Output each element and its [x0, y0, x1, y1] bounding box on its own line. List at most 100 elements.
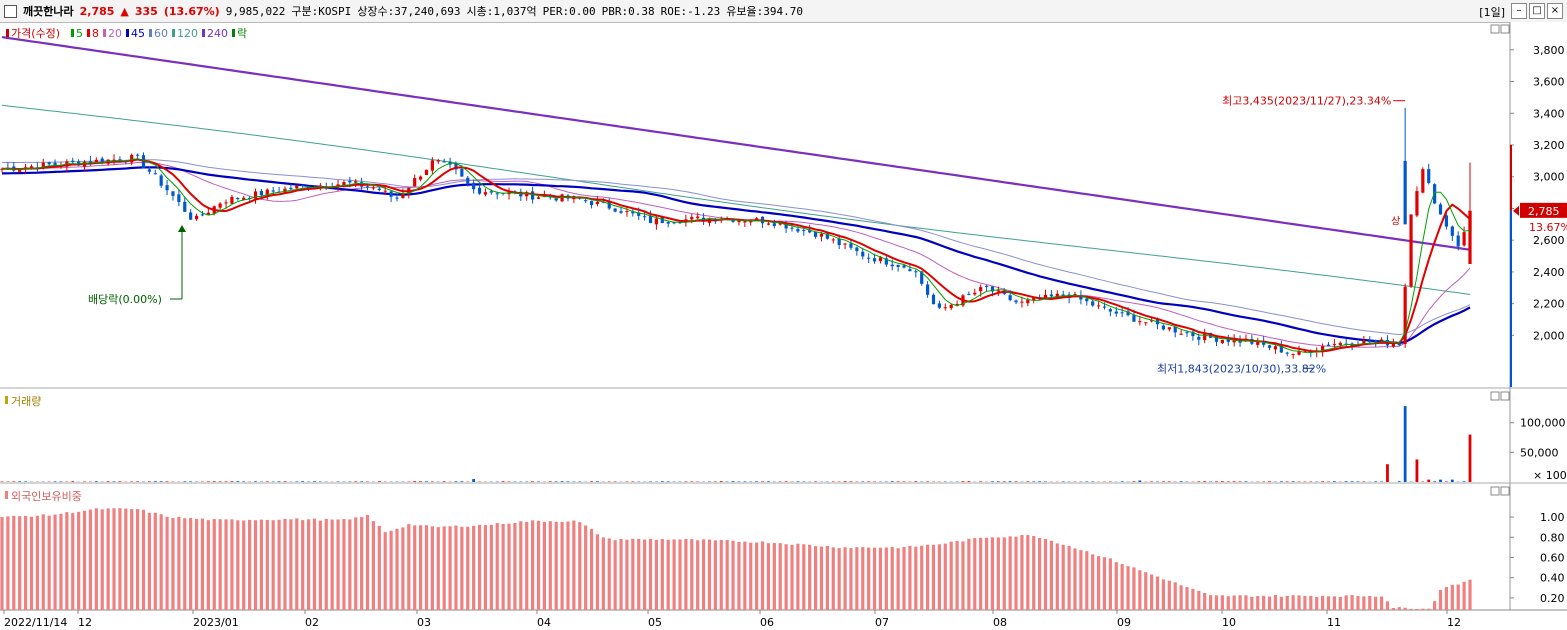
candle-body [1362, 340, 1366, 345]
candle-body [377, 188, 381, 191]
close-icon[interactable]: × [1547, 3, 1563, 19]
x-tick-label-11: 10 [1222, 616, 1236, 629]
volume-bar [1350, 481, 1354, 482]
volume-bar [861, 481, 865, 482]
minimize-icon[interactable]: – [1511, 3, 1527, 19]
foreign-ratio-bar [248, 519, 252, 610]
volume-bar [159, 481, 163, 482]
candle-body [159, 175, 163, 186]
foreign-ratio-bar [566, 521, 570, 610]
foreign-ratio-bar [466, 526, 470, 610]
volume-bar [1374, 481, 1378, 482]
foreign-ratio-bar [937, 544, 941, 610]
candle-body [784, 223, 788, 229]
candle-body [1043, 294, 1048, 299]
limit-up-mark: 상 [1391, 215, 1400, 227]
foreign-ratio-bar [1067, 545, 1071, 610]
maximize-icon[interactable]: □ [1529, 3, 1545, 19]
candle-body [1179, 333, 1183, 335]
foreign-ratio-bar [931, 544, 936, 610]
candle-body [1026, 299, 1030, 304]
candle-body [914, 271, 918, 273]
foreign-ratio-bar [990, 537, 995, 610]
volume-bar [147, 481, 151, 482]
candle-body [1191, 331, 1195, 337]
foreign-ratio-bar [536, 520, 541, 610]
candle-body [802, 230, 806, 232]
foreign-ratio-bar [348, 519, 352, 610]
x-tick-label-2: 2023/01 [193, 616, 239, 629]
foreign-ratio-bar [1008, 536, 1012, 610]
foreign-ratio-bar [701, 539, 706, 610]
foreign-ratio-bar [908, 545, 912, 610]
foreign-ratio-bar [94, 508, 98, 610]
y-tick-label-7: 2,400 [1533, 266, 1565, 279]
candle-body [766, 223, 771, 225]
foreign-ratio-bar [88, 509, 93, 610]
candle-body [200, 214, 205, 216]
foreign-ratio-bar [961, 541, 965, 610]
foreign-ratio-bar [59, 513, 63, 610]
select-checkbox[interactable] [4, 4, 17, 18]
foreign-ratio-bar [77, 511, 81, 610]
candle-body [1291, 353, 1295, 355]
volume-bar [1061, 481, 1065, 482]
candle-body [973, 292, 977, 295]
candle-body [837, 238, 841, 246]
legend-swatch-1 [71, 29, 74, 37]
candle-body [920, 271, 924, 284]
volume-bar [1167, 481, 1171, 482]
foreign-ratio-bar [218, 519, 222, 610]
foreign-ratio-bar [584, 525, 588, 610]
volume-bar [277, 481, 281, 482]
volume-bar [454, 481, 458, 482]
roe-value: ROE:-1.23 [660, 4, 721, 18]
foreign-ratio-bar [1026, 535, 1030, 610]
foreign-ratio-bar [678, 539, 682, 610]
volume-bar [666, 481, 670, 482]
dividend-annotation: 배당락(0.00%) [88, 293, 162, 306]
y-tick-label-1: 3,600 [1533, 76, 1565, 89]
candle-body [442, 161, 446, 163]
panel-maximize-icon [1500, 24, 1510, 34]
foreign-ratio-bar [424, 525, 429, 610]
volume-bar [719, 481, 723, 482]
volume-bar [189, 481, 193, 482]
volume-bar [236, 481, 240, 482]
foreign-ratio-bar [1144, 572, 1148, 610]
ma120-line [1, 104, 1471, 295]
foreign-ratio-bar [1350, 594, 1354, 610]
price-pointer-icon [1513, 205, 1519, 216]
foreign-ratio-bar [171, 518, 175, 610]
candle-body [843, 243, 847, 245]
candle-body [1403, 286, 1407, 345]
foreign-ratio-bar [902, 547, 906, 610]
candle-body [878, 257, 883, 262]
candle-body [1450, 226, 1454, 236]
foreign-ratio-bar [737, 541, 741, 610]
candle-body [424, 169, 429, 175]
foreign-ratio-bar [595, 534, 600, 610]
foreign-ratio-bar [1120, 564, 1124, 610]
foreign-ratio-bar [513, 522, 517, 610]
foreign-ratio-bar [725, 540, 729, 610]
volume-bar [377, 481, 381, 482]
candle-body [1433, 184, 1437, 204]
change-arrow-icon: ▲ [120, 4, 129, 18]
foreign-ratio-bar [1126, 566, 1130, 610]
foreign-ratio-bar [200, 518, 205, 610]
candle-body [1091, 301, 1095, 306]
foreign-ratio-bar [236, 520, 240, 610]
foreign-ratio-bar [312, 518, 317, 610]
foreign-ratio-bar [531, 520, 535, 610]
candle-body [495, 193, 499, 195]
foreign-ratio-bar [760, 541, 765, 610]
y-tick-label-3: 3,200 [1533, 139, 1565, 152]
foreign-ratio-bar [342, 519, 346, 610]
period-selector[interactable]: [1일] [1479, 6, 1505, 19]
foreign-ratio-bar [1020, 535, 1024, 610]
foreign-ratio-bar [1297, 595, 1301, 610]
volume-bar [890, 481, 894, 482]
volume-value: 9,985,022 [225, 4, 286, 18]
candle-body [206, 212, 210, 215]
